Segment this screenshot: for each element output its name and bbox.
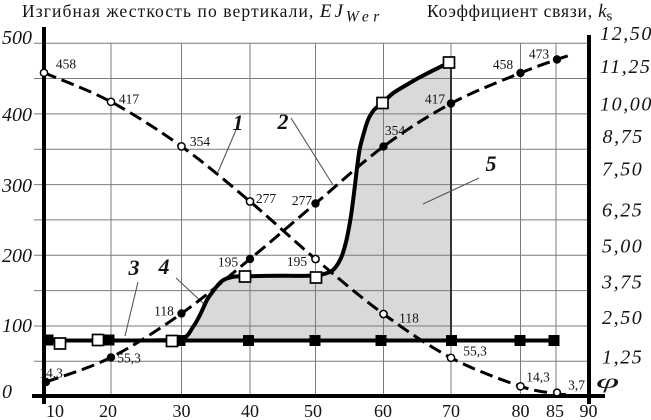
svg-text:80: 80 xyxy=(512,401,530,420)
svg-text:277: 277 xyxy=(256,191,277,206)
svg-text:14,3: 14,3 xyxy=(526,370,550,385)
svg-text:2: 2 xyxy=(277,109,289,134)
svg-text:Коэффициент связи, ks: Коэффициент связи, ks xyxy=(427,1,613,25)
svg-text:50: 50 xyxy=(304,401,322,420)
svg-text:8,75: 8,75 xyxy=(603,126,644,148)
svg-text:473: 473 xyxy=(529,47,550,62)
svg-text:14,3: 14,3 xyxy=(39,366,63,381)
svg-text:458: 458 xyxy=(56,57,77,72)
svg-text:4: 4 xyxy=(158,254,170,279)
svg-text:10: 10 xyxy=(46,401,64,420)
svg-text:3,7: 3,7 xyxy=(568,378,585,393)
svg-text:7,50: 7,50 xyxy=(602,159,643,181)
svg-text:458: 458 xyxy=(493,57,514,72)
svg-text:12,50: 12,50 xyxy=(600,23,651,45)
svg-text:195: 195 xyxy=(218,255,239,270)
svg-text:60: 60 xyxy=(374,401,392,420)
svg-text:100: 100 xyxy=(2,315,32,337)
svg-text:0: 0 xyxy=(2,381,12,403)
svg-text:55,3: 55,3 xyxy=(463,344,487,359)
svg-text:118: 118 xyxy=(154,304,174,319)
svg-text:1: 1 xyxy=(233,110,244,135)
svg-text:10,00: 10,00 xyxy=(600,94,651,116)
svg-text:277: 277 xyxy=(292,193,313,208)
svg-text:400: 400 xyxy=(2,104,32,126)
svg-text:φ: φ xyxy=(596,371,619,393)
svg-text:300: 300 xyxy=(1,175,32,197)
svg-text:55,3: 55,3 xyxy=(117,351,141,366)
svg-text:500: 500 xyxy=(2,27,32,49)
svg-text:3,75: 3,75 xyxy=(601,272,643,294)
svg-text:1,25: 1,25 xyxy=(602,347,643,369)
svg-text:40: 40 xyxy=(241,401,259,420)
svg-text:90: 90 xyxy=(580,401,598,420)
svg-text:5,00: 5,00 xyxy=(602,236,643,258)
svg-text:354: 354 xyxy=(385,123,406,138)
svg-text:70: 70 xyxy=(442,401,460,420)
svg-text:417: 417 xyxy=(119,92,140,107)
svg-text:118: 118 xyxy=(399,311,419,326)
svg-text:30: 30 xyxy=(173,401,191,420)
svg-text:200: 200 xyxy=(2,245,32,267)
svg-text:11,25: 11,25 xyxy=(600,56,651,78)
svg-text:3: 3 xyxy=(128,255,140,280)
svg-text:6,25: 6,25 xyxy=(602,200,643,222)
svg-text:195: 195 xyxy=(287,254,308,269)
svg-text:5: 5 xyxy=(486,151,497,176)
svg-text:354: 354 xyxy=(190,134,211,149)
svg-text:2,50: 2,50 xyxy=(602,307,643,329)
svg-text:20: 20 xyxy=(99,401,117,420)
svg-text:85: 85 xyxy=(546,401,564,420)
svg-text:417: 417 xyxy=(425,92,446,107)
